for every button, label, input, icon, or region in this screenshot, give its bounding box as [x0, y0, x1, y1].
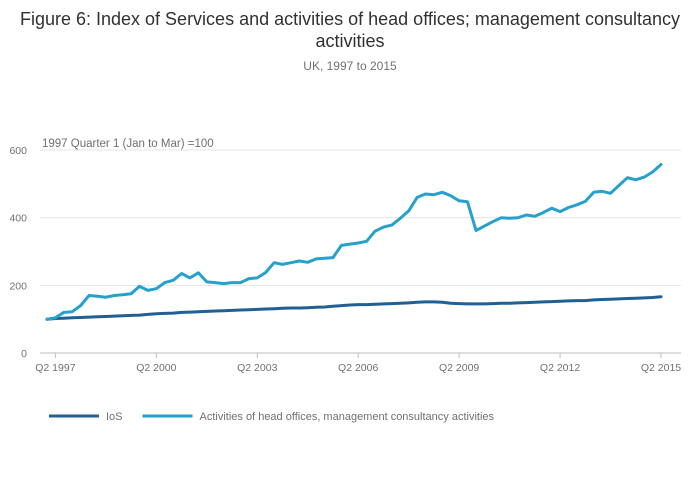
x-tick-label: Q2 2006: [338, 362, 378, 374]
series-lines: [45, 163, 663, 321]
legend: IoS Activities of head offices, managemen…: [49, 411, 495, 423]
x-tick-label: Q2 1997: [35, 362, 75, 374]
x-tick-label: Q2 2009: [439, 362, 479, 374]
y-axis-ticks: 0 200 400 600: [9, 145, 27, 360]
chart-title: Figure 6: Index of Services and activiti…: [19, 9, 681, 51]
legend-label: Activities of head offices, management c…: [200, 411, 495, 423]
series-line-1: [45, 295, 663, 321]
legend-label: IoS: [106, 411, 123, 423]
chart-subtitle: UK, 1997 to 2015: [303, 59, 397, 73]
y-tick-label: 200: [9, 280, 27, 292]
gridlines: [40, 149, 681, 286]
y-tick-label: 600: [9, 145, 27, 157]
y-axis-label: 1997 Quarter 1 (Jan to Mar) =100: [42, 138, 214, 150]
x-tick-label: Q2 2000: [136, 362, 176, 374]
x-axis: Q2 1997 Q2 2000 Q2 2003 Q2 2006 Q2 2009 Q2 20…: [35, 352, 681, 374]
y-tick-label: 0: [21, 348, 27, 360]
x-tick-label: Q2 2003: [237, 362, 277, 374]
x-tick-label: Q2 2012: [540, 362, 580, 374]
y-tick-label: 400: [9, 213, 27, 225]
x-tick-label: Q2 2015: [641, 362, 681, 374]
series-line-2: [45, 163, 663, 321]
